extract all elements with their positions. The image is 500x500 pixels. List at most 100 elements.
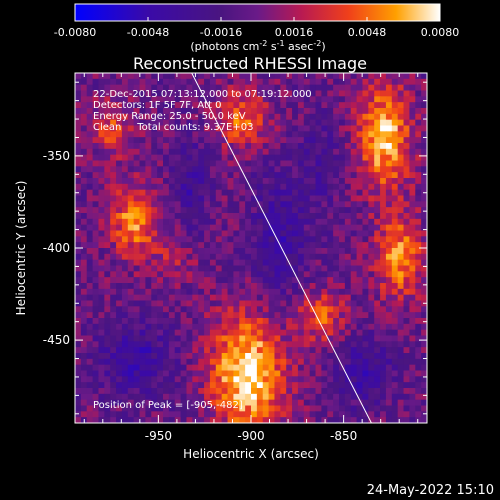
heatmap-cell [186,288,193,296]
heatmap-cell [245,102,252,109]
heatmap-cell [127,224,135,231]
heatmap-cell [321,288,328,296]
heatmap-cell [321,335,328,342]
heatmap-cell [274,323,281,331]
heatmap-cell [409,300,416,307]
heatmap-cell [385,137,393,144]
heatmap-cell [380,259,387,266]
heatmap-cell [110,178,117,185]
heatmap-cell [403,90,410,97]
heatmap-cell [145,411,152,418]
heatmap-cell [186,248,193,255]
heatmap-cell [286,253,293,261]
heatmap-cell [262,224,269,231]
heatmap-cell [421,353,427,360]
heatmap-cell [145,405,152,412]
heatmap-cell [145,283,152,290]
heatmap-cell [192,154,199,161]
heatmap-cell [227,96,234,103]
heatmap-cell [110,271,117,278]
heatmap-cell [274,195,281,202]
heatmap-cell [151,207,158,214]
heatmap-cell [274,277,281,284]
heatmap-cell [374,399,381,406]
heatmap-cell [233,248,240,255]
heatmap-cell [385,417,393,423]
heatmap-cell [362,102,369,109]
heatmap-cell [333,143,340,150]
heatmap-cell [374,224,381,231]
heatmap-cell [409,108,416,115]
heatmap-cell [321,382,328,389]
heatmap-cell [339,347,346,354]
heatmap-cell [163,312,170,319]
heatmap-cell [163,253,170,261]
heatmap-cell [350,172,357,179]
heatmap-cell [403,137,410,144]
heatmap-cell [198,90,205,97]
heatmap-cell [186,236,193,243]
heatmap-cell [274,417,281,423]
heatmap-cell [415,166,422,173]
heatmap-cell [116,288,123,296]
heatmap-cell [380,207,387,214]
heatmap-cell [221,201,228,208]
heatmap-cell [204,178,211,185]
heatmap-cell [133,347,140,354]
heatmap-cell [374,283,381,290]
heatmap-cell [98,405,105,412]
heatmap-cell [362,201,369,208]
heatmap-cell [104,236,111,243]
heatmap-cell [180,189,187,196]
heatmap-cell [380,189,387,196]
heatmap-cell [251,154,258,161]
heatmap-cell [315,84,322,91]
heatmap-cell [233,160,240,167]
heatmap-cell [391,358,399,366]
heatmap-cell [421,125,427,132]
heatmap-cell [233,108,240,115]
heatmap-cell [274,224,281,231]
heatmap-cell [221,341,228,348]
heatmap-cell [163,178,170,185]
heatmap-cell [139,201,146,208]
heatmap-cell [239,213,246,220]
heatmap-cell [133,125,140,132]
heatmap-cell [262,271,269,278]
heatmap-cell [98,283,105,290]
heatmap-cell [186,283,193,290]
heatmap-cell [286,218,293,226]
heatmap-cell [233,253,240,261]
heatmap-cell [415,283,422,290]
heatmap-cell [368,300,375,307]
heatmap-cell [303,312,311,319]
heatmap-cell [274,382,281,389]
heatmap-cell [309,283,316,290]
heatmap-cell [75,236,82,243]
heatmap-cell [409,259,416,266]
heatmap-cell [333,137,340,144]
heatmap-cell [415,125,422,132]
heatmap-cell [239,148,246,156]
heatmap-cell [139,335,146,342]
heatmap-cell [168,283,176,290]
heatmap-cell [409,201,416,208]
heatmap-cell [127,329,135,336]
heatmap-cell [321,376,328,383]
heatmap-cell [145,393,152,401]
heatmap-cell [403,300,410,307]
heatmap-cell [98,178,105,185]
heatmap-cell [385,183,393,191]
heatmap-cell [315,236,322,243]
heatmap-cell [309,353,316,360]
heatmap-cell [233,288,240,296]
heatmap-cell [133,265,140,272]
heatmap-cell [333,347,340,354]
heatmap-cell [121,376,129,383]
heatmap-cell [421,370,427,377]
heatmap-cell [368,143,375,150]
heatmap-cell [339,183,346,191]
heatmap-cell [180,312,187,319]
heatmap-cell [292,78,299,86]
heatmap-cell [391,329,399,336]
